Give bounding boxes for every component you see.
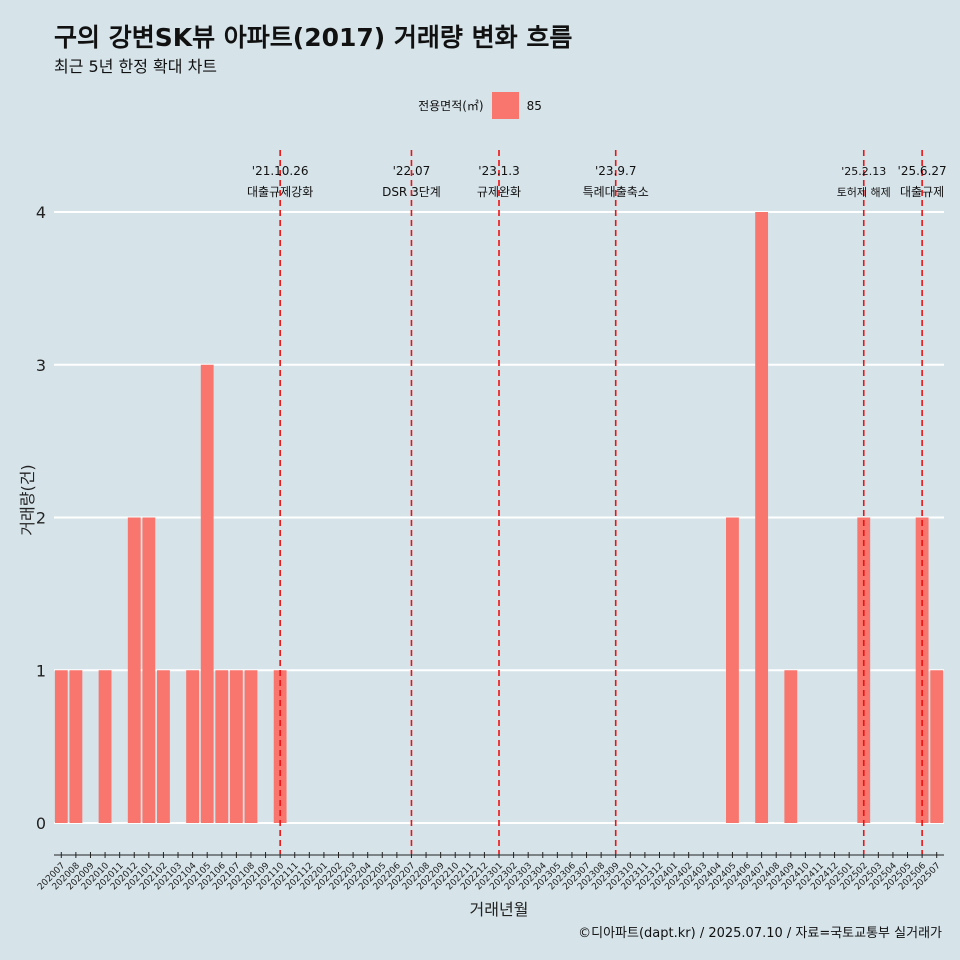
bar <box>98 670 112 823</box>
y-tick-label: 2 <box>36 509 46 528</box>
event-date-label: '22.07 <box>393 164 431 178</box>
legend: 전용면적(㎡) 85 <box>0 92 960 119</box>
bar <box>229 670 243 823</box>
bar <box>127 517 141 823</box>
bar <box>142 517 156 823</box>
event-date-label: '21.10.26 <box>252 164 309 178</box>
legend-label-85: 85 <box>526 98 542 113</box>
bar <box>244 670 258 823</box>
event-name-label: 규제완화 <box>477 185 521 199</box>
legend-title: 전용면적(㎡) <box>418 99 484 113</box>
event-date-label: '23.9.7 <box>595 164 636 178</box>
bar <box>69 670 83 823</box>
y-tick-label: 3 <box>36 356 46 375</box>
bar <box>54 670 68 823</box>
source-caption: ©디아파트(dapt.kr) / 2025.07.10 / 자료=국토교통부 실… <box>578 926 942 941</box>
bar <box>273 670 287 823</box>
event-date-label: '25.2.13 <box>841 165 886 178</box>
bar <box>157 670 170 823</box>
y-tick-label: 0 <box>36 814 46 833</box>
chart-subtitle: 최근 5년 한정 확대 차트 <box>54 57 218 76</box>
bar <box>215 670 229 823</box>
bar <box>930 670 944 823</box>
y-tick-label: 4 <box>36 203 46 222</box>
event-name-label: 토허제 해제 <box>837 185 891 199</box>
y-axis-title: 거래량(건) <box>18 464 37 535</box>
bar <box>200 364 214 823</box>
bar <box>784 670 798 823</box>
bar <box>726 517 739 823</box>
event-name-label: 대출규제강화 <box>247 185 313 199</box>
event-name-label: 특례대출축소 <box>583 185 649 199</box>
event-name-label: DSR 3단계 <box>382 185 441 199</box>
x-axis-title: 거래년월 <box>470 900 529 919</box>
legend-swatch-85 <box>491 92 519 119</box>
bar <box>755 212 769 823</box>
y-tick-label: 1 <box>36 661 46 680</box>
bar <box>186 670 200 823</box>
event-name-label: 대출규제 <box>900 185 944 199</box>
event-date-label: '25.6.27 <box>898 164 947 178</box>
chart-title: 구의 강변SK뷰 아파트(2017) 거래량 변화 흐름 <box>54 23 573 52</box>
event-date-label: '23.1.3 <box>478 164 519 178</box>
